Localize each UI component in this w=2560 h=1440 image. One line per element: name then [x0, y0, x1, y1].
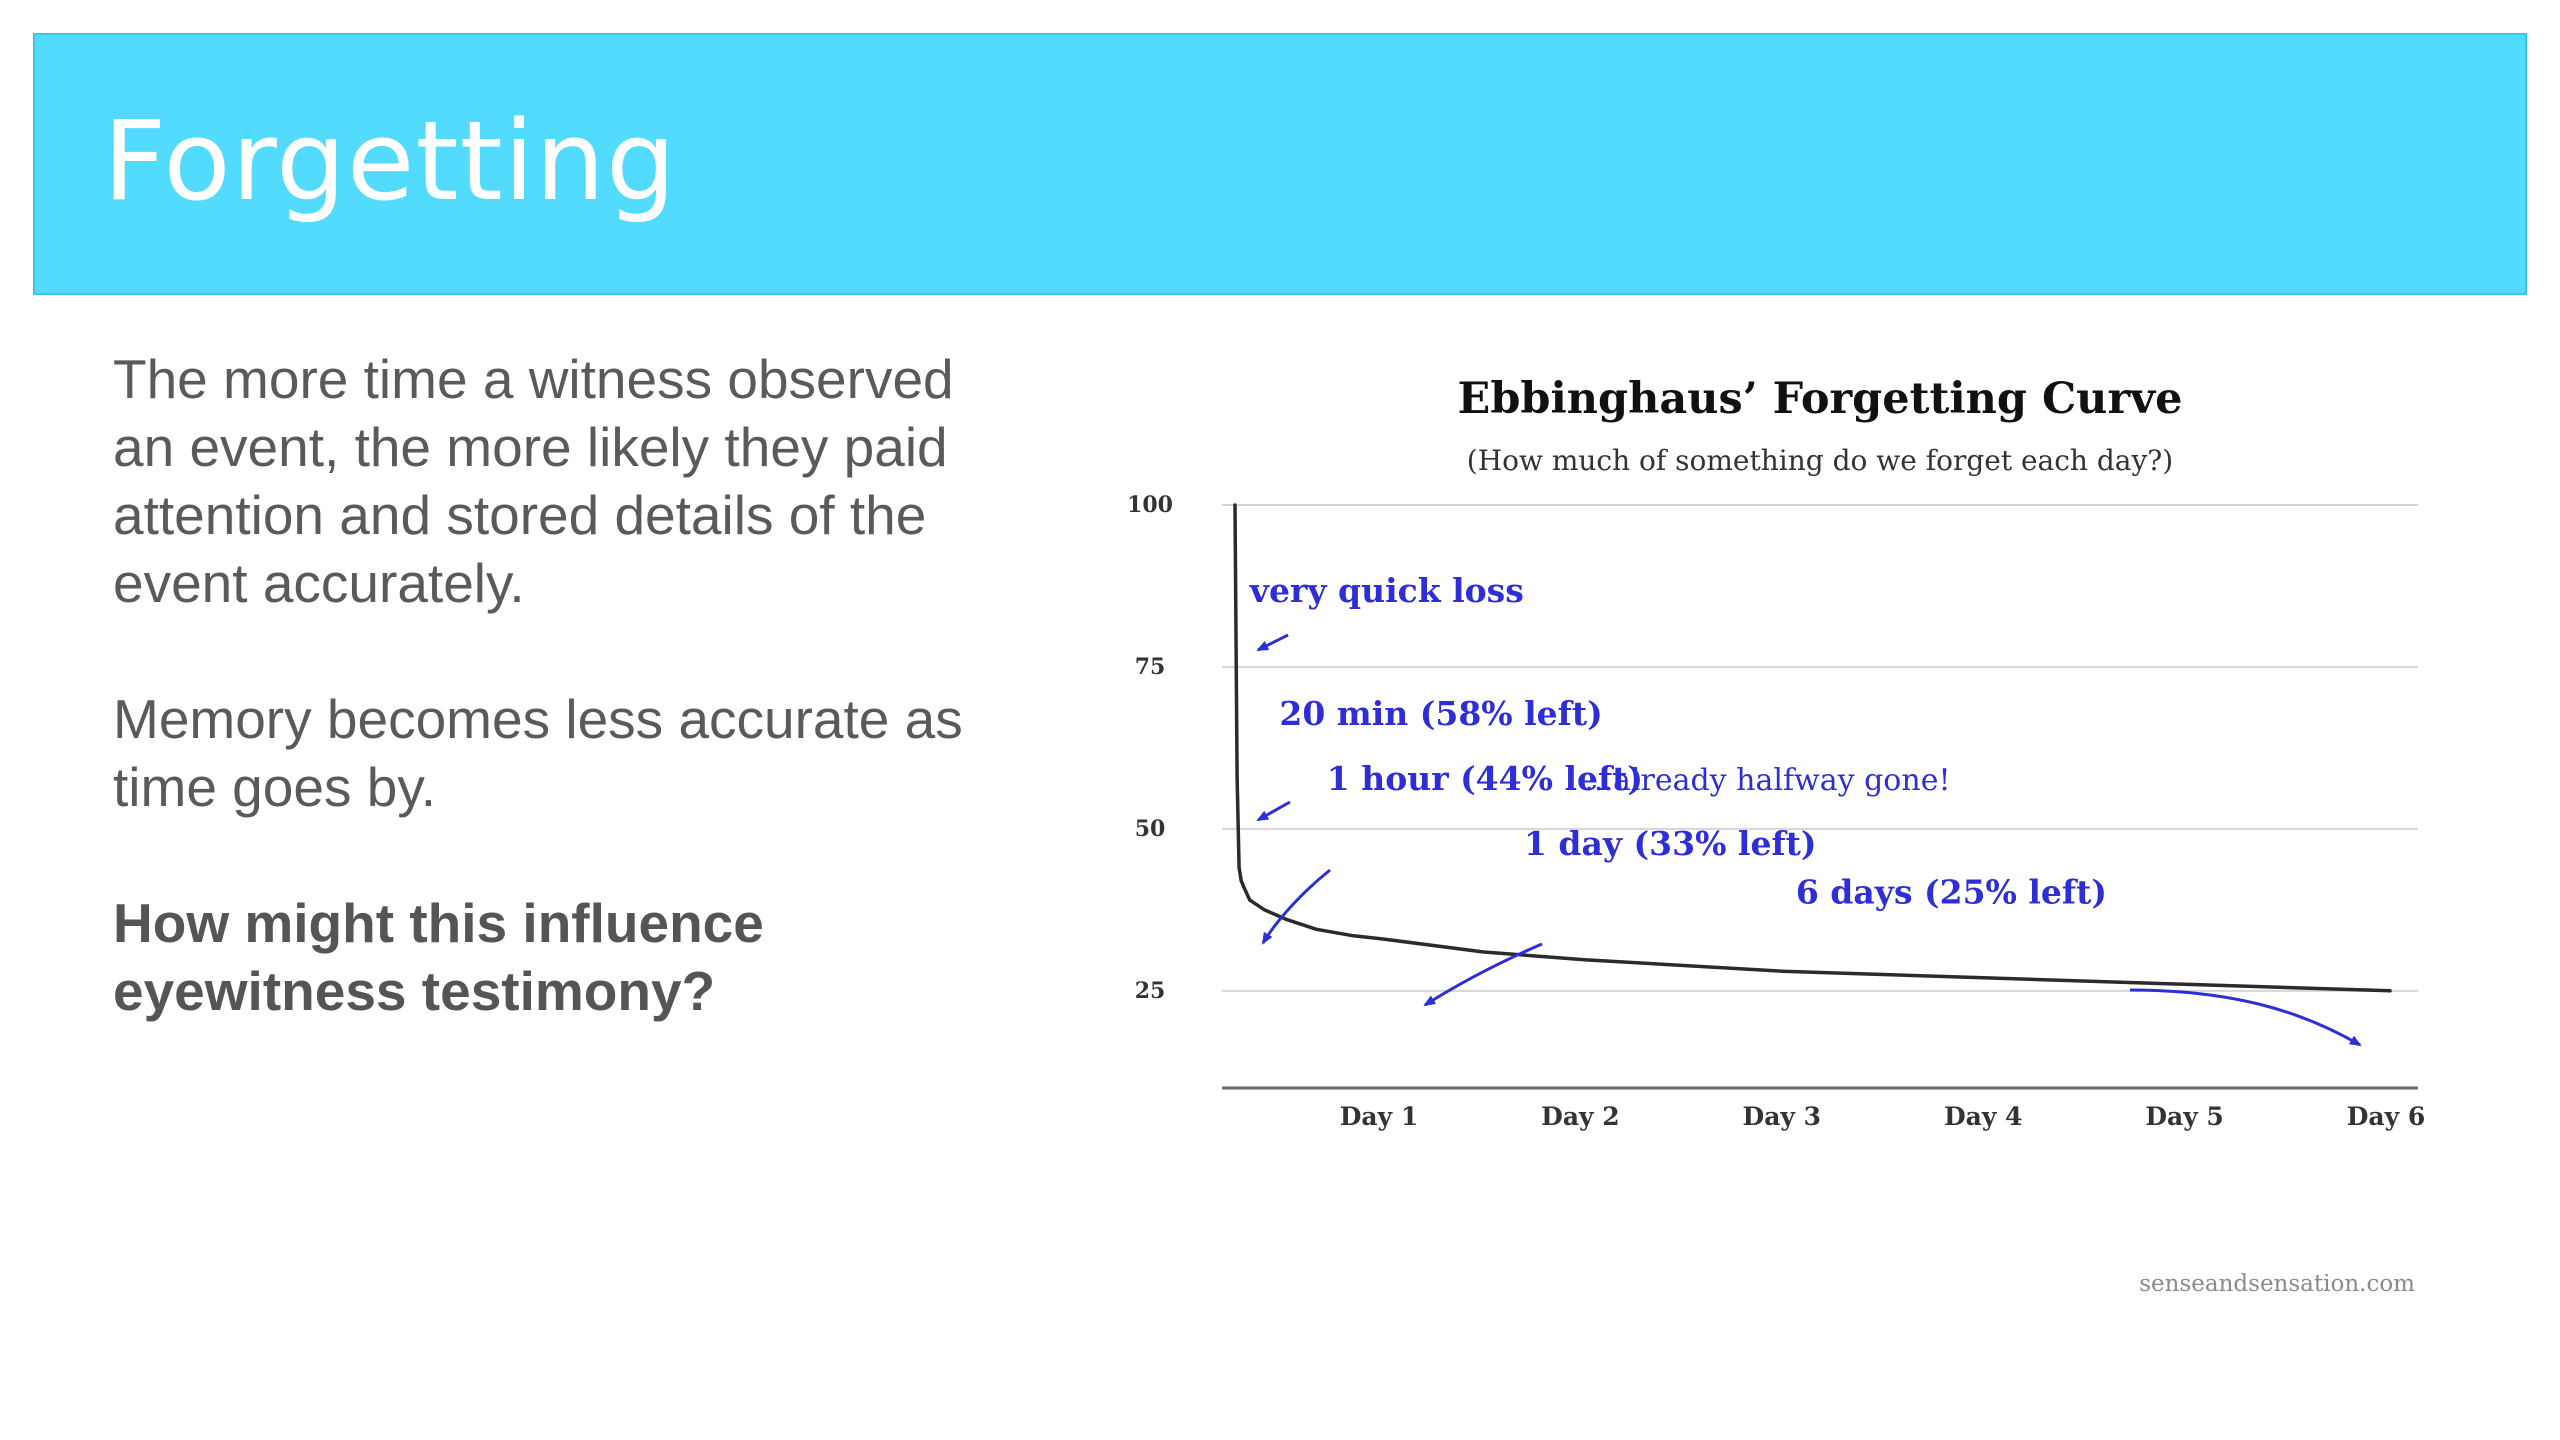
arrow-1-day: [1423, 942, 1543, 1007]
y-tick-label-75: 75: [1135, 654, 1166, 680]
axes: Day 1 Day 2 Day 3 Day 4 Day 5 Day 6: [1222, 1086, 2426, 1131]
forgetting-curve-line: [1233, 503, 2392, 993]
annotations: very quick loss 20 min (58% left) 1 hour (…: [1249, 571, 2107, 911]
x-tick-label-day-5: Day 5: [2145, 1102, 2224, 1131]
chart-title: Ebbinghaus’ Forgetting Curve: [1458, 374, 2183, 424]
forgetting-curve-chart: Ebbinghaus’ Forgetting Curve (How much o…: [1100, 350, 2540, 1320]
chart-source: senseandsensation.com: [2139, 1271, 2415, 1297]
arrow-1-hour: [1261, 868, 1331, 945]
y-tick-label-50: 50: [1135, 816, 1166, 842]
annotation-1-day: 1 day (33% left): [1524, 824, 1817, 863]
slide-title: Forgetting: [103, 97, 677, 225]
arrow-6-days: [2129, 988, 2362, 1047]
x-tick-label-day-1: Day 1: [1340, 1102, 1419, 1131]
arrow-20-min: [1256, 800, 1291, 822]
annotation-1-hour: 1 hour (44% left): [1327, 759, 1643, 798]
annotation-very-quick-loss: very quick loss: [1249, 571, 1524, 610]
x-tick-label-day-6: Day 6: [2347, 1102, 2426, 1131]
paragraph-observation: The more time a witness observed an even…: [113, 348, 954, 614]
y-tick-label-25: 25: [1135, 978, 1166, 1004]
x-tick-label-day-2: Day 2: [1541, 1102, 1620, 1131]
annotation-arrows: [1256, 633, 2362, 1047]
title-bar: Forgetting: [33, 33, 2527, 295]
gridlines: 100 75 50 25: [1127, 492, 2418, 1004]
x-tick-label-day-4: Day 4: [1944, 1102, 2023, 1131]
y-tick-label-100: 100: [1127, 492, 1173, 518]
annotation-halfway-gone: ...already halfway gone!: [1584, 763, 1950, 798]
chart-subtitle: (How much of something do we forget each…: [1467, 444, 2173, 477]
arrow-very-quick-loss: [1256, 633, 1289, 652]
discussion-question: How might this influence eyewitness test…: [113, 892, 764, 1022]
x-tick-label-day-3: Day 3: [1743, 1102, 1822, 1131]
chart-svg: Ebbinghaus’ Forgetting Curve (How much o…: [1127, 374, 2426, 1297]
body-text: The more time a witness observed an even…: [113, 345, 1013, 1025]
curve-layer: [1233, 503, 2392, 993]
annotation-6-days: 6 days (25% left): [1796, 872, 2107, 911]
annotation-20-min: 20 min (58% left): [1279, 694, 1602, 733]
paragraph-memory-accuracy: Memory becomes less accurate as time goe…: [113, 688, 963, 818]
